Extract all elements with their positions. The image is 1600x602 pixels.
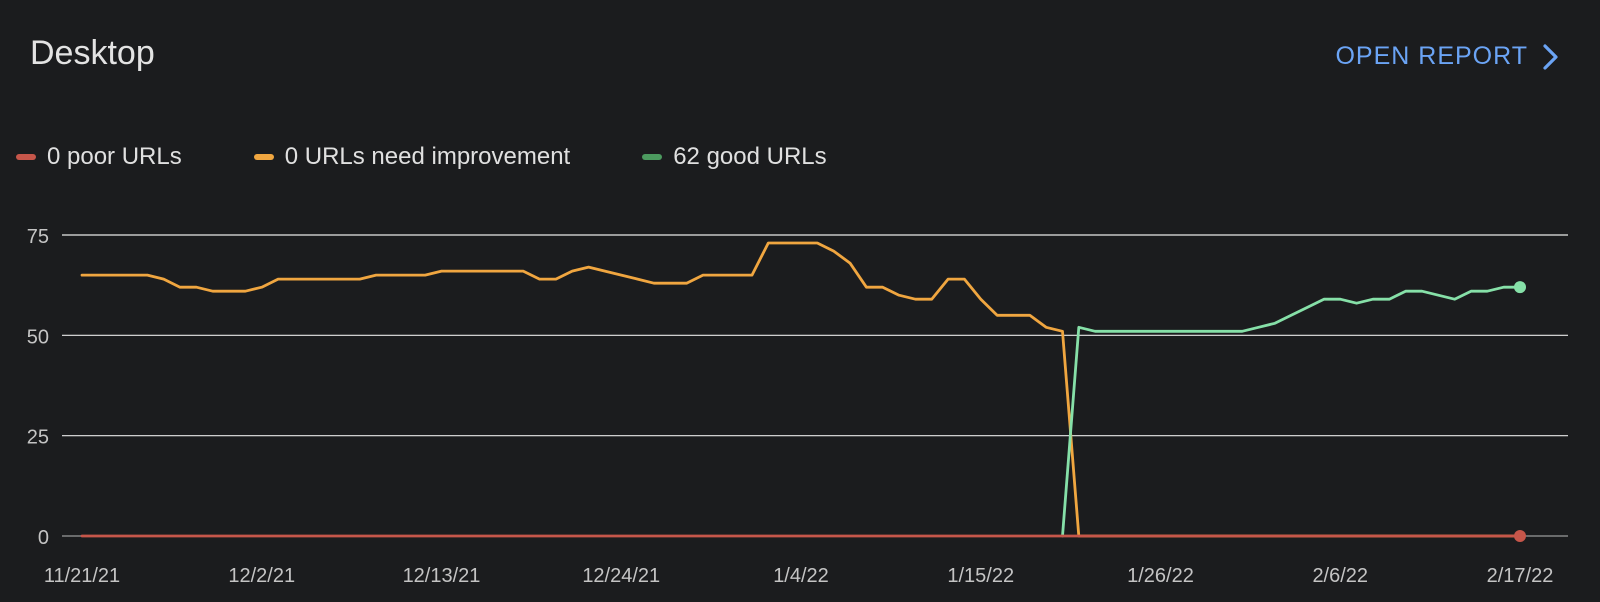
open-report-button[interactable]: OPEN REPORT <box>1335 42 1560 71</box>
chevron-right-icon <box>1543 43 1558 70</box>
series-line-0 <box>80 241 1522 538</box>
x-tick-label-7: 2/6/22 <box>1312 565 1368 587</box>
y-tick-label-0: 0 <box>38 527 49 549</box>
y-tick-label-75: 75 <box>27 226 49 248</box>
legend-swatch-needs-improvement <box>253 154 274 160</box>
legend-swatch-good <box>642 154 663 160</box>
series-end-point-2 <box>1514 530 1526 542</box>
legend-swatch-poor <box>16 154 36 160</box>
x-tick-label-0: 11/21/21 <box>44 565 120 587</box>
series-line-1 <box>1061 285 1522 538</box>
x-tick-label-3: 12/24/21 <box>582 565 660 587</box>
open-report-label: OPEN REPORT <box>1335 42 1528 70</box>
x-tick-label-1: 12/2/21 <box>228 565 295 587</box>
x-tick-label-2: 12/13/21 <box>403 565 481 587</box>
y-tick-label-50: 50 <box>27 326 49 348</box>
y-tick-label-25: 25 <box>27 427 49 449</box>
legend-label-poor: 0 poor URLs <box>47 143 182 170</box>
chart-legend: 0 poor URLs 0 URLs need improvement 62 g… <box>16 143 899 171</box>
series-end-point-1 <box>1514 281 1526 294</box>
x-tick-label-8: 2/17/22 <box>1487 565 1554 587</box>
legend-item-needs-improvement[interactable]: 0 URLs need improvement <box>253 143 571 171</box>
card-title: Desktop <box>30 34 155 72</box>
x-tick-label-4: 1/4/22 <box>773 565 829 587</box>
legend-item-poor[interactable]: 0 poor URLs <box>16 143 182 171</box>
x-tick-label-6: 1/26/22 <box>1127 565 1194 587</box>
legend-label-good: 62 good URLs <box>673 143 827 170</box>
legend-label-needs-improvement: 0 URLs need improvement <box>284 143 571 170</box>
x-tick-label-5: 1/15/22 <box>947 565 1014 587</box>
legend-item-good[interactable]: 62 good URLs <box>642 143 827 171</box>
